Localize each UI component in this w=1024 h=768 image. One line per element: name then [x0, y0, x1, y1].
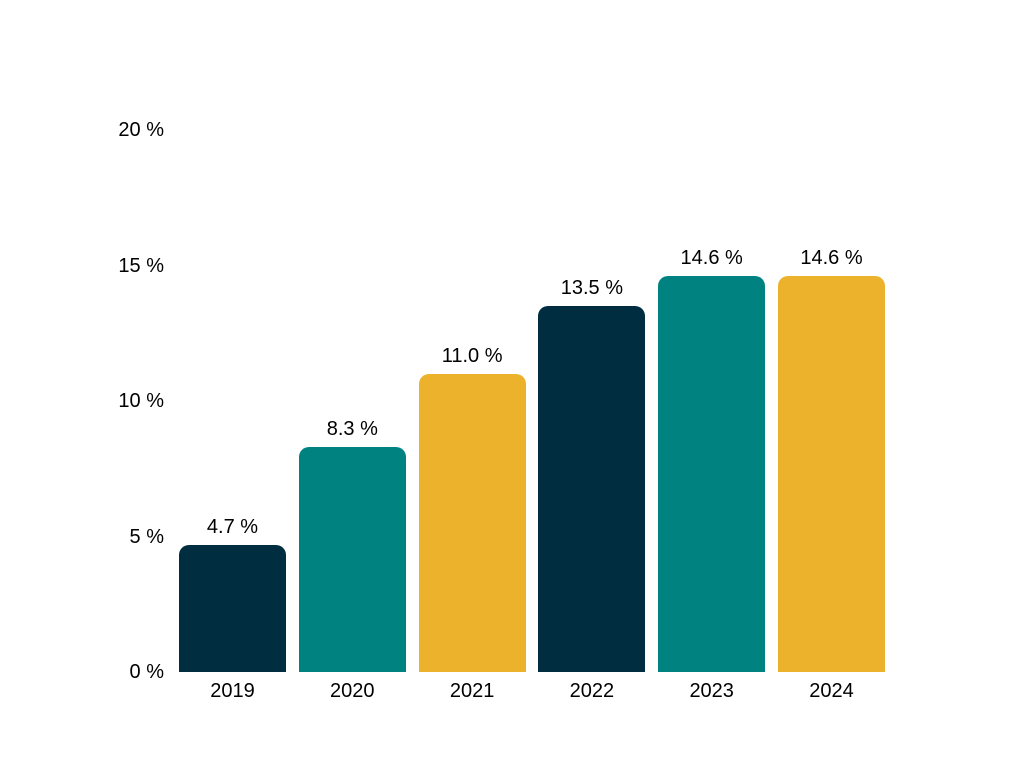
bar-2020 [298, 447, 406, 672]
x-axis-tick-label: 2023 [689, 680, 734, 702]
bar-value-label: 4.7 % [206, 515, 259, 538]
y-axis-tick-label: 5 % [129, 525, 164, 548]
bar-2021 [418, 373, 526, 672]
x-axis-tick-label: 2021 [449, 680, 495, 702]
bar-value-label: 14.6 % [680, 247, 743, 270]
x-axis-tick-label: 2019 [210, 680, 255, 702]
bar-2023 [658, 276, 766, 672]
x-axis-tick-label: 2024 [809, 680, 854, 702]
y-axis-tick-label: 10 % [118, 390, 164, 412]
bar-value-label: 8.3 % [326, 418, 378, 441]
bar-value-label: 13.5 % [560, 277, 624, 300]
bar-value-label: 14.6 % [800, 247, 863, 270]
y-axis-tick-label: 0 % [129, 661, 164, 683]
bar-2022 [538, 306, 646, 672]
y-axis-tick-label: 15 % [118, 254, 164, 277]
y-axis-tick-label: 20 % [118, 119, 164, 141]
bar-value-label: 11.0 % [441, 344, 503, 367]
x-axis-tick-label: 2020 [330, 680, 375, 702]
bar-2024 [778, 276, 885, 672]
bar-2019 [179, 544, 286, 672]
x-axis-tick-label: 2022 [569, 680, 615, 702]
